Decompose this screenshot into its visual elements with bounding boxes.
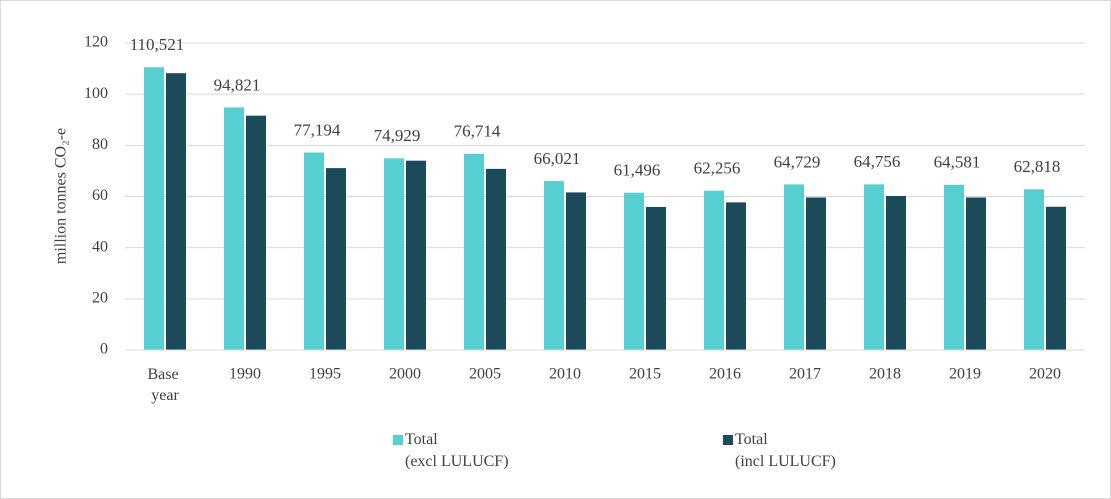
x-tick-label: 2018 [869,366,901,383]
bar [224,107,244,350]
bar [304,152,324,350]
bar [566,192,586,350]
bar [726,202,746,350]
data-label: 61,496 [614,161,661,180]
x-tick-label: 2019 [949,366,981,383]
legend-swatch [723,435,733,445]
legend-label: Total (excl LULUCF) [405,431,509,470]
bar [166,73,186,351]
y-tick-label: 80 [92,136,108,153]
bar [486,168,506,350]
x-tick-label: 2005 [469,366,501,383]
bar [544,181,564,350]
y-tick-label: 60 [92,187,108,204]
bar [406,160,426,350]
bar [864,184,884,350]
bar [646,206,666,350]
y-axis-label: million tonnes CO₂-e [53,128,70,264]
bar [886,195,906,350]
data-label: 94,821 [214,75,261,94]
data-label: 76,714 [454,122,501,141]
bar [246,115,266,350]
data-label: 62,818 [1014,157,1061,176]
bar [384,158,404,350]
bar [1024,189,1044,350]
bar [944,184,964,350]
bar [326,168,346,350]
data-label: 66,021 [534,149,581,168]
legend-label: Total (incl LULUCF) [735,431,836,470]
data-label: 110,521 [130,35,185,54]
x-tick-label: 1990 [229,366,261,383]
x-tick-label: 1995 [309,366,341,383]
data-label: 62,256 [694,159,741,178]
y-tick-label: 0 [100,341,108,358]
x-tick-label: 2010 [549,366,581,383]
data-label: 74,929 [374,126,421,145]
legend-swatch [393,435,403,445]
data-label: 64,581 [934,153,981,172]
y-tick-label: 120 [84,34,108,51]
data-label: 77,194 [294,120,341,139]
x-tick-label: Base year [147,366,182,404]
bar [704,190,724,350]
x-tick-label: 2015 [629,366,661,383]
bar [144,67,164,351]
bar [464,153,484,350]
data-label: 64,756 [854,152,901,171]
x-tick-label: 2020 [1029,366,1061,383]
bar [624,192,644,350]
x-tick-label: 2000 [389,366,421,383]
bar [1046,206,1066,350]
x-tick-label: 2016 [709,366,741,383]
y-tick-label: 40 [92,238,108,255]
data-label: 64,729 [774,152,821,171]
bar [806,197,826,350]
bar [784,184,804,350]
y-tick-label: 20 [92,290,108,307]
bar [966,197,986,350]
y-tick-label: 100 [84,85,108,102]
x-tick-label: 2017 [789,366,821,383]
